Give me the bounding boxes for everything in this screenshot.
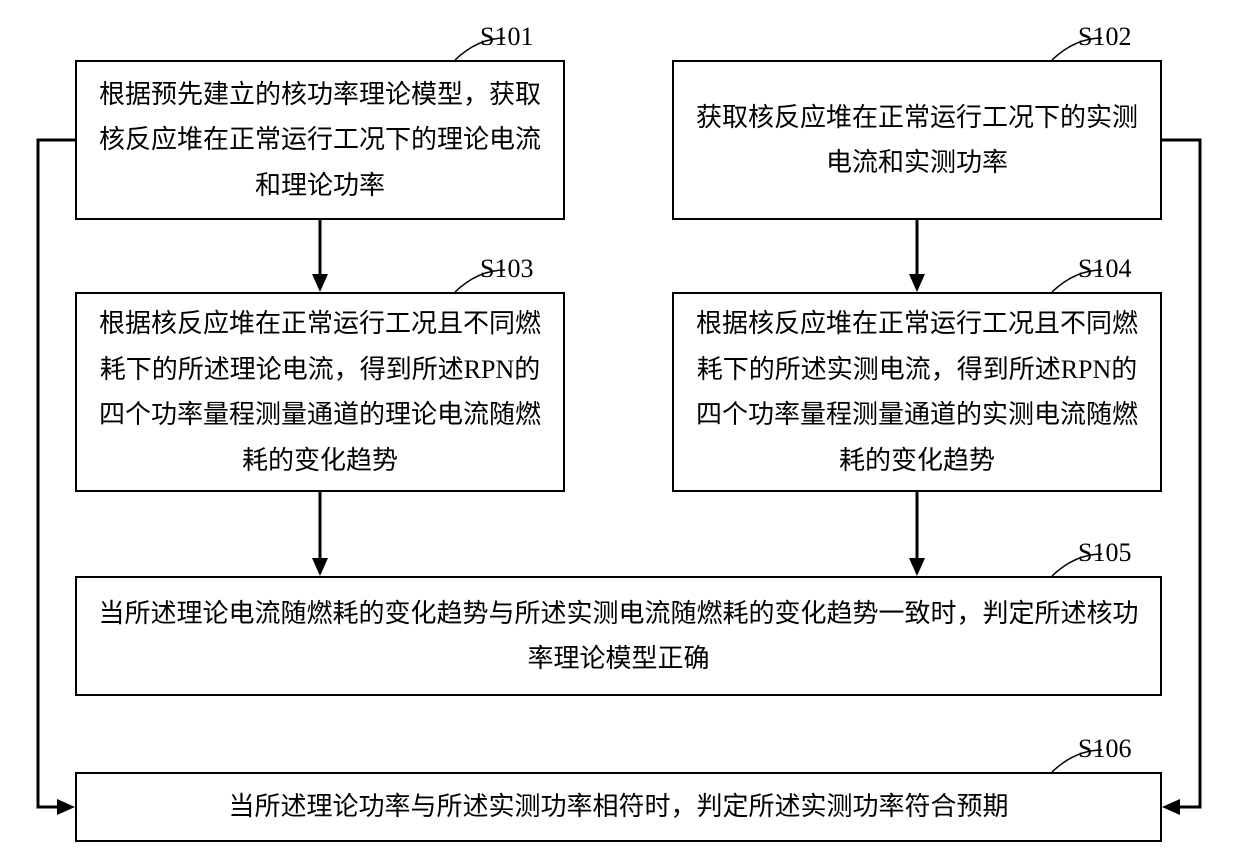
step-label-s102: S102 (1078, 22, 1131, 52)
flow-node-s101: 根据预先建立的核功率理论模型，获取核反应堆在正常运行工况下的理论电流和理论功率 (75, 60, 565, 220)
flow-node-text: 当所述理论电流随燃耗的变化趋势与所述实测电流随燃耗的变化趋势一致时，判定所述核功… (95, 591, 1142, 682)
step-label-s103: S103 (480, 254, 533, 284)
step-label-text: S101 (480, 22, 533, 51)
step-label-text: S104 (1078, 254, 1131, 283)
flow-node-text: 根据核反应堆在正常运行工况且不同燃耗下的所述实测电流，得到所述RPN的四个功率量… (692, 301, 1142, 483)
flow-node-text: 当所述理论功率与所述实测功率相符时，判定所述实测功率符合预期 (228, 784, 1008, 830)
step-label-text: S105 (1078, 538, 1131, 567)
step-label-s105: S105 (1078, 538, 1131, 568)
step-label-s106: S106 (1078, 734, 1131, 764)
flowchart-canvas: 根据预先建立的核功率理论模型，获取核反应堆在正常运行工况下的理论电流和理论功率 S… (0, 0, 1240, 861)
flow-node-s104: 根据核反应堆在正常运行工况且不同燃耗下的所述实测电流，得到所述RPN的四个功率量… (672, 292, 1162, 492)
flow-node-text: 根据预先建立的核功率理论模型，获取核反应堆在正常运行工况下的理论电流和理论功率 (95, 72, 545, 209)
step-label-text: S102 (1078, 22, 1131, 51)
flow-node-text: 根据核反应堆在正常运行工况且不同燃耗下的所述理论电流，得到所述RPN的四个功率量… (95, 301, 545, 483)
flow-node-text: 获取核反应堆在正常运行工况下的实测电流和实测功率 (692, 95, 1142, 186)
step-label-text: S103 (480, 254, 533, 283)
flow-node-s102: 获取核反应堆在正常运行工况下的实测电流和实测功率 (672, 60, 1162, 220)
step-label-text: S106 (1078, 734, 1131, 763)
flow-node-s106: 当所述理论功率与所述实测功率相符时，判定所述实测功率符合预期 (75, 772, 1162, 842)
step-label-s101: S101 (480, 22, 533, 52)
step-label-s104: S104 (1078, 254, 1131, 284)
flow-node-s103: 根据核反应堆在正常运行工况且不同燃耗下的所述理论电流，得到所述RPN的四个功率量… (75, 292, 565, 492)
flow-node-s105: 当所述理论电流随燃耗的变化趋势与所述实测电流随燃耗的变化趋势一致时，判定所述核功… (75, 576, 1162, 696)
